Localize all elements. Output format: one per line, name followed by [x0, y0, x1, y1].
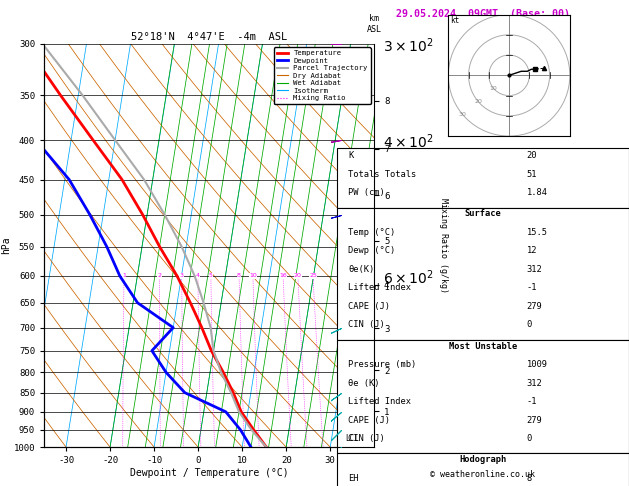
Text: 29.05.2024  09GMT  (Base: 00): 29.05.2024 09GMT (Base: 00) [396, 9, 570, 19]
Text: 312: 312 [526, 265, 542, 274]
Title: 52°18'N  4°47'E  -4m  ASL: 52°18'N 4°47'E -4m ASL [131, 32, 287, 42]
Text: θe(K): θe(K) [348, 265, 374, 274]
Text: 51: 51 [526, 170, 537, 179]
Text: 15.5: 15.5 [526, 228, 548, 237]
Text: 4: 4 [196, 274, 200, 278]
Text: EH: EH [348, 474, 359, 483]
Text: 1.84: 1.84 [526, 188, 548, 197]
Text: Surface: Surface [464, 209, 501, 219]
Text: 3: 3 [180, 274, 184, 278]
Y-axis label: hPa: hPa [1, 237, 11, 254]
Text: 12: 12 [526, 246, 537, 256]
Text: 0: 0 [526, 320, 532, 330]
Text: Temp (°C): Temp (°C) [348, 228, 396, 237]
Text: θe (K): θe (K) [348, 379, 380, 388]
Text: 279: 279 [526, 416, 542, 425]
Text: 8: 8 [526, 474, 532, 483]
Text: CAPE (J): CAPE (J) [348, 416, 390, 425]
X-axis label: Dewpoint / Temperature (°C): Dewpoint / Temperature (°C) [130, 468, 289, 478]
Text: Lifted Index: Lifted Index [348, 397, 411, 406]
Y-axis label: Mixing Ratio (g/kg): Mixing Ratio (g/kg) [439, 198, 448, 293]
Text: -1: -1 [526, 397, 537, 406]
Bar [337, 340, 629, 453]
Text: Dewp (°C): Dewp (°C) [348, 246, 396, 256]
Text: Totals Totals: Totals Totals [348, 170, 416, 179]
Text: 20: 20 [294, 274, 302, 278]
Text: 30: 30 [459, 112, 467, 117]
Text: 8: 8 [237, 274, 241, 278]
Text: kt: kt [450, 16, 460, 25]
Legend: Temperature, Dewpoint, Parcel Trajectory, Dry Adiabat, Wet Adiabat, Isotherm, Mi: Temperature, Dewpoint, Parcel Trajectory… [274, 47, 370, 104]
Text: PW (cm): PW (cm) [348, 188, 385, 197]
Bar [337, 208, 629, 340]
Text: CIN (J): CIN (J) [348, 320, 385, 330]
Text: 0: 0 [526, 434, 532, 443]
Text: © weatheronline.co.uk: © weatheronline.co.uk [430, 469, 535, 479]
Text: -1: -1 [526, 283, 537, 293]
Text: 10: 10 [490, 86, 498, 91]
Text: 279: 279 [526, 302, 542, 311]
Text: Lifted Index: Lifted Index [348, 283, 411, 293]
Text: 1: 1 [122, 274, 126, 278]
Text: K: K [348, 151, 353, 160]
Text: 25: 25 [309, 274, 317, 278]
Text: CAPE (J): CAPE (J) [348, 302, 390, 311]
Text: LCL: LCL [346, 434, 360, 443]
Text: Most Unstable: Most Unstable [448, 342, 517, 351]
Text: 10: 10 [249, 274, 257, 278]
Text: km
ASL: km ASL [367, 14, 382, 34]
Text: 312: 312 [526, 379, 542, 388]
Text: CIN (J): CIN (J) [348, 434, 385, 443]
Text: 20: 20 [526, 151, 537, 160]
Text: Hodograph: Hodograph [459, 455, 506, 465]
Bar [337, 148, 629, 208]
Text: 16: 16 [279, 274, 287, 278]
Text: 1009: 1009 [526, 360, 548, 369]
Text: 20: 20 [474, 99, 482, 104]
Bar [337, 453, 629, 486]
Text: 5: 5 [209, 274, 213, 278]
Text: Pressure (mb): Pressure (mb) [348, 360, 416, 369]
Text: 2: 2 [158, 274, 162, 278]
